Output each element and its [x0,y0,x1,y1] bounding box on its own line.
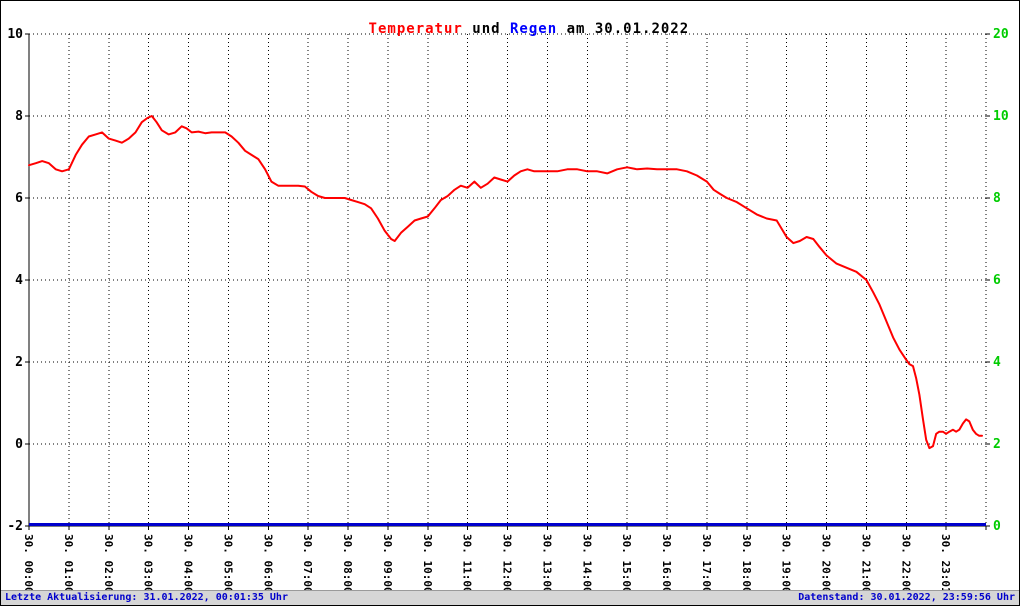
x-axis-label: 30. 07:00 [301,534,314,591]
x-axis-label: 30. 02:00 [102,534,115,591]
left-axis-label: 8 [15,109,23,124]
title-rain-label: Regen [510,21,558,37]
x-axis-label: 30. 00:00 [22,534,35,591]
data-timestamp-text: Datenstand: 30.01.2022, 23:59:56 Uhr [798,592,1015,603]
x-axis-label: 30. 08:00 [341,534,354,591]
x-axis-label: 30. 18:00 [740,534,753,591]
right-axis-label: 6 [993,273,1001,288]
x-axis-label: 30. 03:00 [142,534,155,591]
chart-title: Temperatur und Regen am 30.01.2022 [1,5,1019,53]
left-axis-label: 2 [15,355,23,370]
x-axis-label: 30. 14:00 [580,534,593,591]
x-axis-label: 30. 09:00 [381,534,394,591]
right-axis-label: 0 [993,519,1001,534]
x-axis-label: 30. 11:00 [461,534,474,591]
right-axis-label: 4 [993,355,1001,370]
x-axis-label: 30. 05:00 [221,534,234,591]
title-date: am 30.01.2022 [557,21,690,37]
x-axis-label: 30. 22:00 [899,534,912,591]
right-axis-label: 2 [993,437,1001,452]
title-conjunction: und [462,21,510,37]
last-update-text: Letzte Aktualisierung: 31.01.2022, 00:01… [5,592,288,603]
x-axis-label: 30. 21:00 [859,534,872,591]
x-axis-label: 30. 04:00 [182,534,195,591]
temperature-line [28,115,983,450]
left-axis-label: 4 [15,273,23,288]
status-bar: Letzte Aktualisierung: 31.01.2022, 00:01… [1,590,1019,605]
x-axis-label: 30. 06:00 [261,534,274,591]
chart-canvas: 10 20 8 10 6 8 4 6 2 4 0 2 -2 0 30. 00:00 30. 01:00 30. … [7,27,1009,591]
x-axis-label: 30. 15:00 [620,534,633,591]
right-axis-label: 10 [993,109,1009,124]
x-axis-label: 30. 20:00 [820,534,833,591]
left-axis-label: 10 [7,27,23,42]
left-axis-label: 6 [15,191,23,206]
right-axis-label: 8 [993,191,1001,206]
x-axis-label: 30. 10:00 [421,534,434,591]
x-axis-label: 30. 12:00 [501,534,514,591]
title-temperature-label: Temperatur [368,21,463,37]
x-axis-label: 30. 17:00 [700,534,713,591]
x-axis-label: 30. 19:00 [780,534,793,591]
x-axis-label: 30. 13:00 [540,534,553,591]
x-axis-label: 30. 23:01 [939,534,952,591]
left-axis-label: 0 [15,437,23,452]
right-axis-label: 20 [993,27,1009,42]
x-axis-label: 30. 01:00 [62,534,75,591]
x-axis-label: 30. 16:00 [660,534,673,591]
left-axis-label: -2 [7,519,23,534]
